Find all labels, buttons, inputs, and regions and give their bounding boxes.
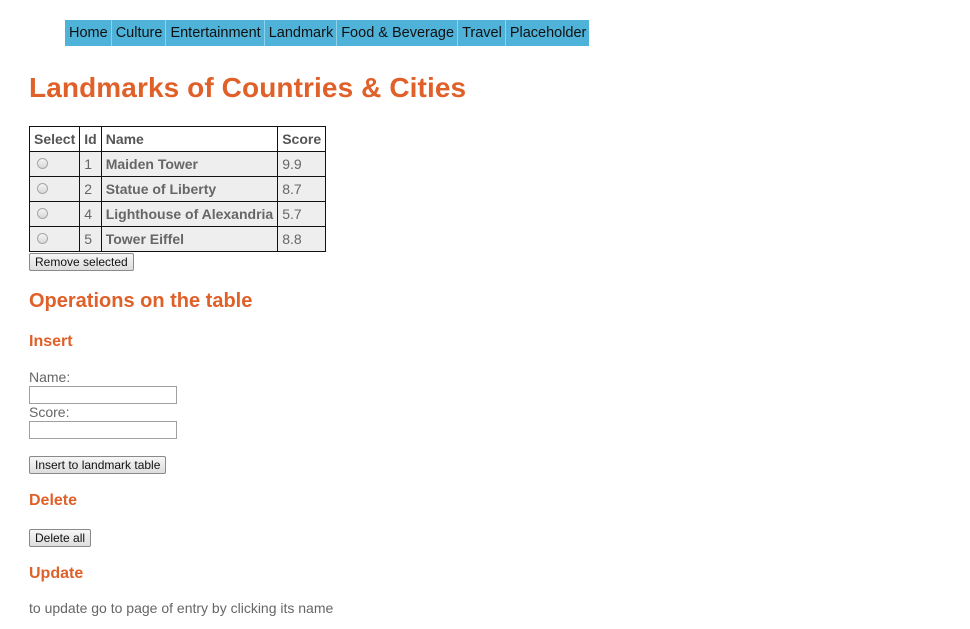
name-label: Name: xyxy=(29,369,71,385)
name-link[interactable]: Maiden Tower xyxy=(100,151,279,177)
nav-food-beverage[interactable]: Food & Beverage xyxy=(337,20,459,46)
table-row: 2 Statue of Liberty 8.7 xyxy=(28,176,327,202)
select-radio[interactable] xyxy=(37,182,48,194)
nav-culture[interactable]: Culture xyxy=(112,20,167,46)
id-cell: 4 xyxy=(79,201,102,227)
score-input[interactable] xyxy=(29,421,177,439)
nav-home[interactable]: Home xyxy=(65,20,112,46)
score-cell: 8.7 xyxy=(277,176,327,202)
table-header-row: Select Id Name Score xyxy=(28,126,327,152)
select-radio[interactable] xyxy=(37,207,48,219)
name-link[interactable]: Statue of Liberty xyxy=(100,176,279,202)
table-row: 1 Maiden Tower 9.9 xyxy=(28,151,327,177)
name-link[interactable]: Lighthouse of Alexandria xyxy=(100,201,279,227)
page-title: Landmarks of Countries & Cities xyxy=(29,72,467,103)
nav-travel[interactable]: Travel xyxy=(458,20,506,46)
nav-entertainment[interactable]: Entertainment xyxy=(166,20,265,46)
score-label: Score: xyxy=(29,404,70,420)
select-radio[interactable] xyxy=(37,232,48,244)
header-id: Id xyxy=(79,126,102,152)
id-cell: 5 xyxy=(79,226,102,252)
score-cell: 5.7 xyxy=(277,201,327,227)
header-name: Name xyxy=(100,126,279,152)
delete-all-button[interactable]: Delete all xyxy=(29,529,92,547)
nav-landmark[interactable]: Landmark xyxy=(265,20,338,46)
select-radio[interactable] xyxy=(37,157,48,169)
insert-button[interactable]: Insert to landmark table xyxy=(29,456,167,474)
nav-placeholder[interactable]: Placeholder xyxy=(509,25,587,41)
header-select: Select xyxy=(28,126,81,152)
insert-heading: Insert xyxy=(29,333,73,350)
table-row: 4 Lighthouse of Alexandria 5.7 xyxy=(28,201,327,227)
update-heading: Update xyxy=(29,565,84,582)
score-cell: 8.8 xyxy=(277,226,327,252)
select-cell xyxy=(28,151,81,177)
landmarks-table: Select Id Name Score 1 Maiden Tower 9.9 … xyxy=(28,126,327,252)
operations-heading: Operations on the table xyxy=(29,290,253,312)
delete-heading: Delete xyxy=(29,492,78,509)
top-nav: Home Culture Entertainment Landmark Food… xyxy=(65,20,590,46)
id-cell: 1 xyxy=(79,151,102,177)
select-cell xyxy=(28,226,81,252)
table-row: 5 Tower Eiffel 8.8 xyxy=(28,226,327,252)
name-link[interactable]: Tower Eiffel xyxy=(100,226,279,252)
id-cell: 2 xyxy=(79,176,102,202)
remove-selected-button[interactable]: Remove selected xyxy=(29,253,134,271)
score-cell: 9.9 xyxy=(277,151,327,177)
header-score: Score xyxy=(277,126,327,152)
select-cell xyxy=(28,201,81,227)
select-cell xyxy=(28,176,81,202)
name-input[interactable] xyxy=(29,386,177,404)
update-note: to update go to page of entry by clickin… xyxy=(29,600,334,616)
